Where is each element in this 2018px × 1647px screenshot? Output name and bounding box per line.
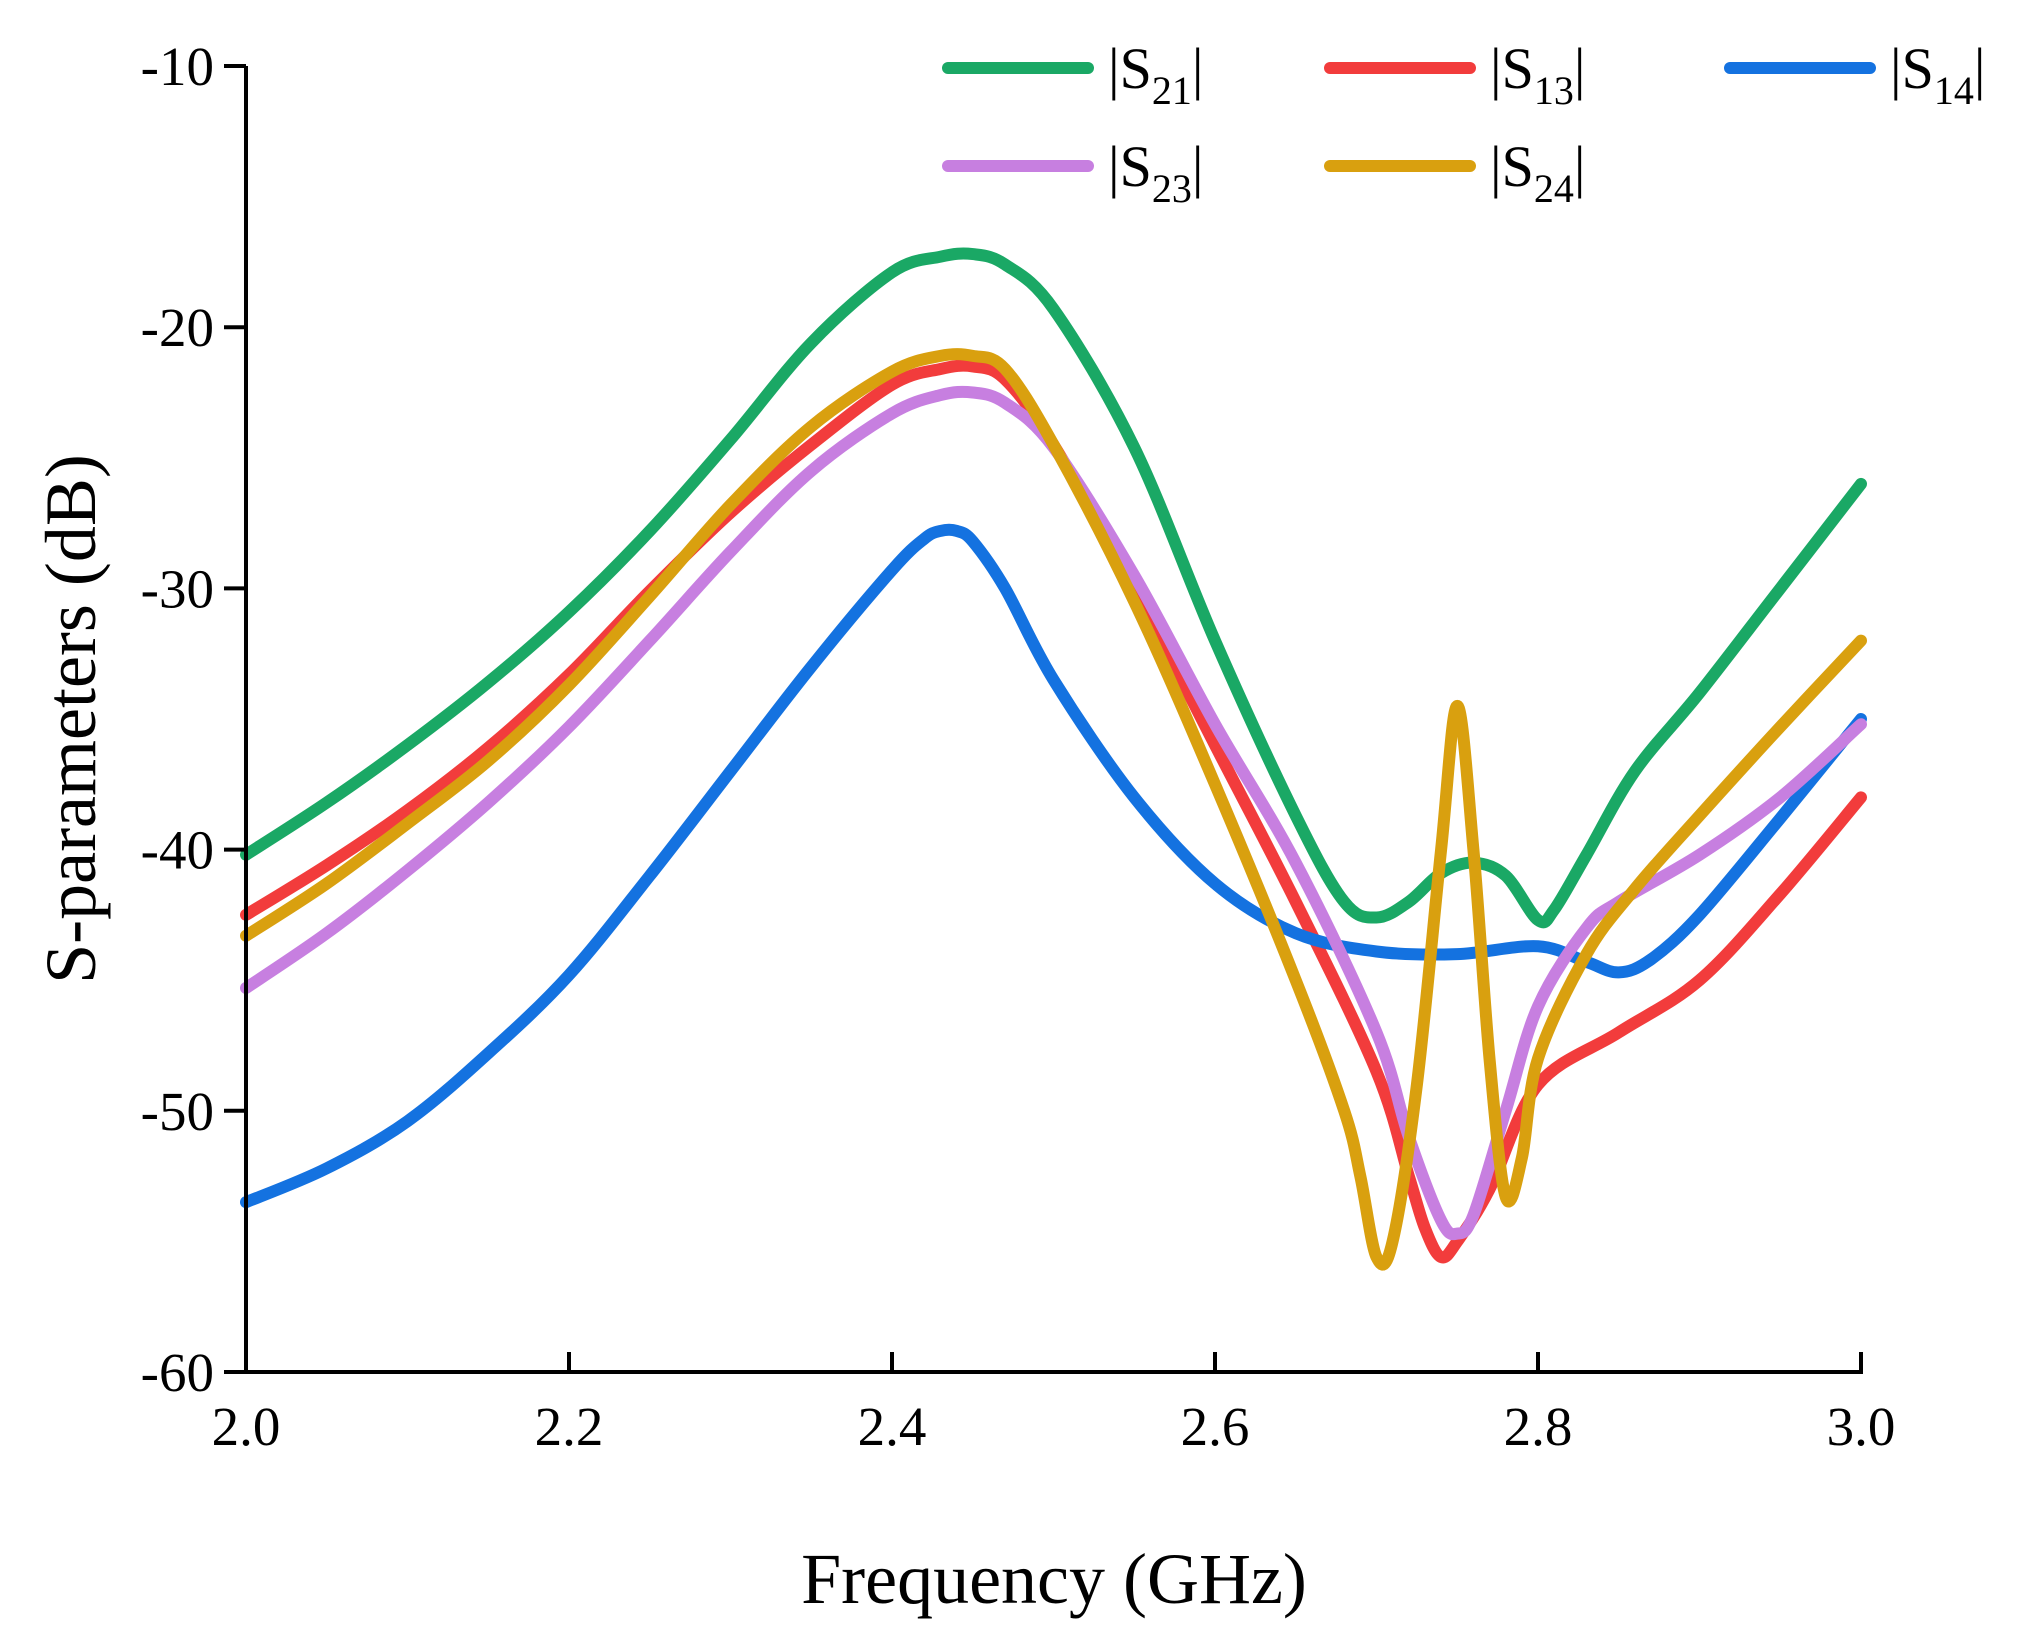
x-tick-label: 3.0 (1827, 1396, 1896, 1457)
legend-label-s24: |S24| (1490, 134, 1586, 211)
y-tick-label: -10 (141, 36, 214, 97)
s-parameter-chart: 2.0 2.2 2.4 2.6 2.8 3.0 -60 -50 -40 -30 -20 -10 Fr… (0, 0, 2018, 1647)
x-tick-label: 2.0 (212, 1396, 281, 1457)
series-line-s23 (246, 392, 1861, 1234)
series-line-s14 (246, 530, 1861, 1202)
legend-label-s21: |S21| (1108, 36, 1204, 113)
legend-label-s13: |S13| (1490, 36, 1586, 113)
x-tick-label: 2.8 (1504, 1396, 1573, 1457)
legend: |S21| |S13| |S14| |S23| |S24| (948, 36, 1986, 211)
y-axis-title: S-parameters (dB) (31, 454, 111, 984)
y-tick-label: -20 (141, 297, 214, 358)
legend-label-s14: |S14| (1890, 36, 1986, 113)
y-tick-label: -50 (141, 1081, 214, 1142)
x-tick-label: 2.6 (1181, 1396, 1250, 1457)
y-tick-label: -60 (141, 1342, 214, 1403)
x-ticks: 2.0 2.2 2.4 2.6 2.8 3.0 (212, 1352, 1896, 1457)
y-tick-label: -30 (141, 558, 214, 619)
x-tick-label: 2.4 (858, 1396, 927, 1457)
axes (244, 66, 1863, 1372)
series-line-s13 (246, 366, 1861, 1258)
x-axis-title: Frequency (GHz) (801, 1539, 1307, 1619)
series-line-s21 (246, 254, 1861, 923)
y-ticks: -60 -50 -40 -30 -20 -10 (141, 36, 246, 1403)
y-tick-label: -40 (141, 820, 214, 881)
x-tick-label: 2.2 (535, 1396, 604, 1457)
legend-label-s23: |S23| (1108, 134, 1204, 211)
plot-lines (246, 254, 1861, 1265)
